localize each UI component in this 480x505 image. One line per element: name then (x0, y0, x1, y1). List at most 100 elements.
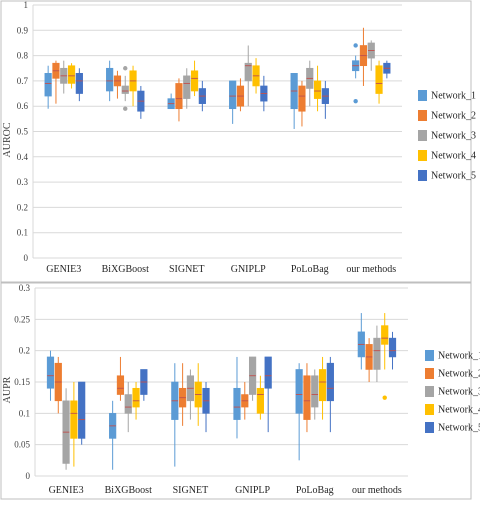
legend-label: Network_4 (431, 151, 476, 162)
legend-swatch (418, 90, 427, 101)
legend-swatch (425, 350, 434, 361)
box-body (183, 75, 191, 99)
box-network-3 (244, 45, 252, 107)
y-tick-label: 0.9 (17, 25, 29, 35)
box-network-5 (260, 75, 268, 112)
box-network-4 (318, 356, 327, 420)
legend-item-network-1: Network_1 (418, 90, 476, 102)
legend-item-network-3: Network_3 (418, 130, 476, 142)
box-network-5 (326, 356, 334, 433)
legend-swatch (418, 150, 427, 161)
box-outlier (382, 395, 387, 400)
legend-item-network-5: Network_5 (425, 422, 480, 434)
box-network-3 (124, 382, 132, 433)
box-body (70, 400, 78, 439)
box-network-1 (352, 43, 360, 104)
y-tick-label: 0.15 (14, 377, 30, 387)
y-tick-label: 0.3 (17, 177, 29, 187)
box-network-2 (241, 382, 249, 420)
box-network-4 (252, 58, 260, 94)
legend-label: Network_4 (438, 405, 480, 416)
box-network-4 (381, 313, 389, 400)
box-network-3 (60, 60, 68, 94)
legend-label: Network_5 (438, 423, 480, 434)
box-body (175, 83, 183, 110)
y-tick-label: 0.8 (17, 51, 29, 61)
box-network-5 (140, 369, 148, 401)
y-tick-label: 0.05 (14, 440, 30, 450)
chart-frame (0, 281, 472, 500)
y-axis-label: AUROC (2, 122, 13, 157)
legend-label: Network_2 (438, 369, 480, 380)
y-tick-label: 0.3 (19, 283, 31, 293)
legend-label: Network_5 (431, 171, 476, 182)
box-body (313, 80, 322, 99)
box-network-3 (121, 66, 129, 111)
box-network-2 (116, 356, 125, 401)
box-network-4 (129, 65, 137, 107)
x-category-label: BiXGBoost (105, 485, 152, 496)
legend-item-network-4: Network_4 (425, 404, 480, 416)
box-outlier (123, 66, 128, 71)
box-network-4 (256, 375, 264, 420)
legend-swatch (418, 170, 427, 181)
box-body (124, 394, 132, 414)
box-network-3 (183, 68, 191, 109)
box-body (44, 73, 52, 97)
y-axis-label: AUPR (2, 376, 13, 403)
y-tick-label: 1 (24, 0, 29, 10)
box-body (190, 70, 199, 92)
box-network-1 (229, 80, 237, 124)
box-body (46, 356, 55, 389)
box-network-4 (132, 382, 140, 420)
box-network-5 (383, 60, 391, 79)
box-body (303, 375, 311, 420)
box-network-4 (375, 60, 383, 104)
legend-item-network-2: Network_2 (425, 368, 480, 380)
y-tick-label: 0 (24, 253, 29, 263)
x-category-label: GENIE3 (49, 485, 84, 496)
box-network-1 (44, 65, 52, 109)
box-network-2 (52, 60, 60, 104)
chart-panel-aupr: 0 0.05 0.1 0.15 0.2 0.25 0.3 AUPR GENIE3 BiXGBoos… (0, 281, 480, 500)
box-network-4 (194, 363, 202, 426)
box-body (311, 375, 319, 408)
box-body (295, 369, 303, 414)
box-network-5 (264, 356, 272, 433)
chart-panel-auroc: 0 0.1 0.2 0.3 0.4 0.5 0.6 0.7 0.8 0.9 1 AUROC GENIE3… (0, 0, 476, 284)
box-network-2 (359, 27, 368, 86)
box-body (373, 337, 381, 370)
x-category-label: SIGNET (169, 264, 205, 275)
x-category-label: GENIE3 (46, 264, 81, 275)
y-tick-label: 0.1 (17, 228, 28, 238)
box-body (381, 325, 389, 345)
box-body (264, 356, 272, 389)
box-body (233, 387, 241, 420)
legend-swatch (425, 386, 434, 397)
box-network-4 (70, 382, 78, 467)
legend-swatch (425, 422, 434, 433)
box-body (78, 381, 86, 439)
box-network-5 (321, 80, 329, 119)
box-network-1 (167, 93, 175, 110)
box-network-2 (113, 70, 122, 99)
legend-item-network-4: Network_4 (418, 150, 476, 162)
x-category-label: SIGNET (173, 485, 209, 496)
legend-swatch (418, 110, 427, 121)
box-outlier (353, 43, 358, 48)
legend-label: Network_1 (438, 351, 480, 362)
box-network-2 (236, 78, 245, 112)
box-body (298, 85, 306, 112)
y-tick-label: 0.1 (19, 408, 30, 418)
legend-swatch (425, 404, 434, 415)
box-body (229, 80, 237, 110)
box-network-3 (373, 325, 381, 382)
box-network-5 (388, 331, 397, 370)
chart-frame (0, 0, 472, 284)
x-category-label: GNIPLP (235, 485, 270, 496)
legend-label: Network_3 (431, 131, 476, 142)
box-network-4 (190, 60, 199, 97)
legend-item-network-2: Network_2 (418, 110, 476, 122)
box-outlier (123, 106, 128, 111)
